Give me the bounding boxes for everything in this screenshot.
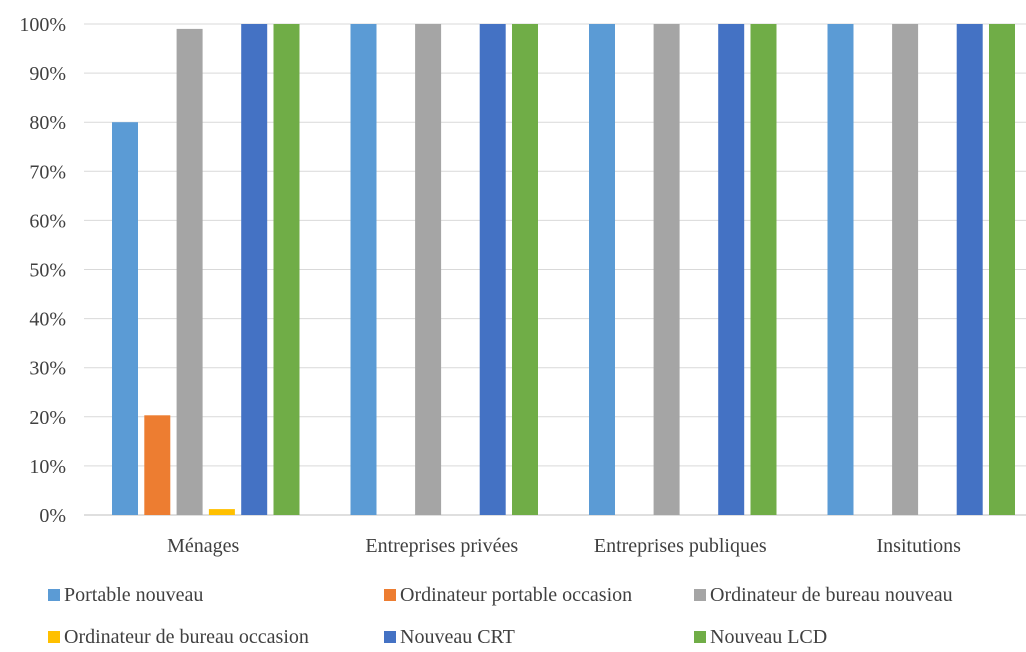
y-tick-label: 50% xyxy=(29,260,66,282)
bar xyxy=(512,24,538,515)
gridlines xyxy=(84,23,1026,516)
y-tick-label: 0% xyxy=(39,505,66,527)
bars xyxy=(112,24,1015,516)
bar xyxy=(892,24,919,515)
bar xyxy=(956,24,983,515)
legend-swatch xyxy=(48,589,60,601)
x-category-label: Insitutions xyxy=(877,535,962,557)
bar xyxy=(989,24,1015,515)
y-tick-label: 20% xyxy=(29,407,66,429)
y-tick-label: 60% xyxy=(29,210,66,232)
bar xyxy=(241,24,268,515)
bar xyxy=(350,24,377,515)
y-tick-label: 100% xyxy=(19,14,66,36)
bar xyxy=(415,24,442,515)
legend-label: Portable nouveau xyxy=(64,583,204,606)
x-category-label: Entreprises publiques xyxy=(594,535,767,557)
legend-swatch xyxy=(48,631,60,643)
bar xyxy=(273,24,300,515)
legend-label: Ordinateur de bureau nouveau xyxy=(710,583,953,606)
bar xyxy=(589,24,615,515)
legend-label: Nouveau CRT xyxy=(400,625,515,648)
bar xyxy=(718,24,745,515)
y-tick-label: 70% xyxy=(29,161,66,183)
y-tick-label: 90% xyxy=(29,63,66,85)
bar xyxy=(653,24,680,515)
bar xyxy=(827,24,854,515)
bar-chart: 0% 10% 20% 30% 40% 50% 60% 70% 80% 90% 100% Ménage… xyxy=(19,14,1026,557)
bar xyxy=(750,24,777,515)
legend-swatch xyxy=(384,631,396,643)
y-tick-label: 30% xyxy=(29,358,66,380)
bar xyxy=(176,28,203,516)
y-tick-label: 10% xyxy=(29,456,66,478)
y-tick-label: 80% xyxy=(29,112,66,134)
legend-item: Ordinateur de bureau nouveau xyxy=(694,580,953,610)
legend-label: Ordinateur de bureau occasion xyxy=(64,625,309,648)
legend-swatch xyxy=(694,631,706,643)
legend-label: Ordinateur portable occasion xyxy=(400,583,633,606)
x-axis-category-labels: Ménages Entreprises privées Entreprises pu… xyxy=(167,535,961,557)
y-tick-label: 40% xyxy=(29,309,66,331)
bar xyxy=(144,415,171,515)
x-category-label: Entreprises privées xyxy=(365,535,518,557)
legend-item: Ordinateur de bureau occasion xyxy=(48,622,309,652)
legend-swatch xyxy=(694,589,706,601)
bar xyxy=(112,122,138,515)
legend-swatch xyxy=(384,589,396,601)
bar xyxy=(208,509,235,515)
legend-item: Ordinateur portable occasion xyxy=(384,580,632,610)
legend-label: Nouveau LCD xyxy=(710,625,828,648)
legend-item: Nouveau CRT xyxy=(384,622,515,652)
legend: Portable nouveau Ordinateur portable occa… xyxy=(0,578,1026,648)
y-axis-tick-labels: 0% 10% 20% 30% 40% 50% 60% 70% 80% 90% 100% xyxy=(19,14,66,527)
legend-item: Portable nouveau xyxy=(48,580,203,610)
legend-item: Nouveau LCD xyxy=(694,622,827,652)
x-category-label: Ménages xyxy=(167,535,239,557)
bar xyxy=(479,24,506,515)
